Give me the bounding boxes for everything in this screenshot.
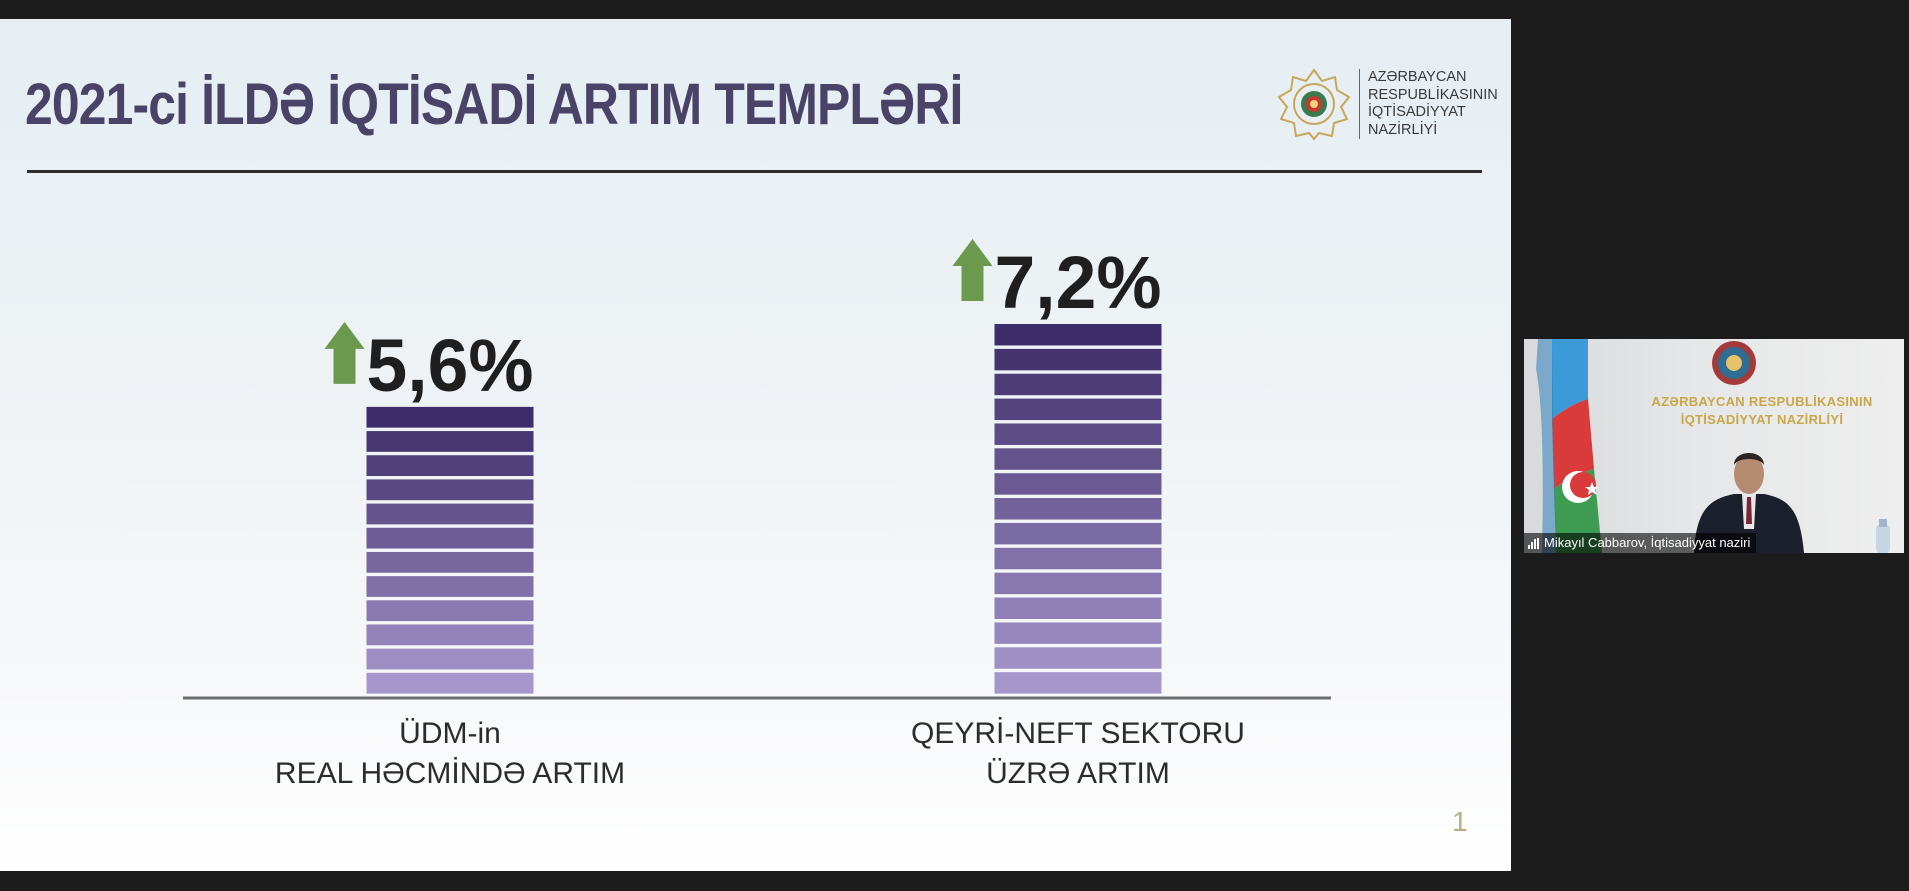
category-label-gdp: ÜDM-in REAL HƏCMİNDƏ ARTIM — [200, 714, 700, 794]
ministry-name-line: RESPUBLİKASININ — [1368, 86, 1498, 103]
azerbaijan-flag-icon — [1536, 339, 1602, 553]
bar-segment — [366, 431, 534, 452]
category-label-line: REAL HƏCMİNDƏ ARTIM — [274, 757, 626, 790]
signal-strength-icon — [1528, 537, 1539, 549]
wall-sign-line: AZƏRBAYCAN RESPUBLİKASININ — [1651, 394, 1873, 409]
ministry-name-line: İQTİSADİYYAT — [1368, 104, 1466, 120]
bar — [994, 324, 1162, 694]
bar-segment — [994, 423, 1162, 445]
bar-segment — [994, 572, 1162, 595]
bar-segment — [994, 597, 1162, 619]
page-number: 1 — [1452, 806, 1468, 837]
water-bottle — [1876, 519, 1890, 553]
bar-segment — [366, 624, 534, 646]
category-label-non-oil: QEYRİ-NEFT SEKTORU ÜZRƏ ARTIM — [828, 714, 1328, 794]
ministry-name: AZƏRBAYCAN RESPUBLİKASININ İQTİSADİYYAT … — [1368, 69, 1498, 139]
logo-divider — [1359, 69, 1360, 139]
bar-segment — [366, 600, 534, 622]
category-label-line: ÜZRƏ ARTIM — [986, 757, 1170, 790]
bar-segment — [366, 406, 534, 428]
participant-name-caption: Mikayıl Cabbarov, İqtisadiyyat naziri — [1524, 533, 1757, 553]
bar-segment — [994, 398, 1162, 421]
bar-segment — [366, 672, 534, 694]
azerbaijan-emblem-icon — [1277, 68, 1351, 141]
bar-segment — [994, 324, 1162, 346]
slide-title: 2021-ci İLDƏ İQTİSADİ ARTIM TEMPLƏRİ — [25, 72, 963, 137]
bar-segment — [366, 503, 534, 525]
ministry-name-line: AZƏRBAYCAN — [1368, 69, 1467, 85]
bar-segment — [994, 647, 1162, 669]
wall-sign-line: İQTİSADİYYAT NAZİRLİYİ — [1680, 412, 1844, 427]
arrow-up-icon — [952, 239, 993, 301]
wall-sign: AZƏRBAYCAN RESPUBLİKASININ İQTİSADİYYAT … — [1642, 393, 1882, 429]
arrow-up-icon — [324, 321, 365, 384]
participant-name: Mikayıl Cabbarov, İqtisadiyyat naziri — [1544, 535, 1751, 550]
bar-segment — [366, 576, 534, 597]
category-label-line: ÜDM-in — [399, 717, 501, 750]
presentation-slide: 2021-ci İLDƏ İQTİSADİ ARTIM TEMPLƏRİ AZƏ… — [0, 19, 1511, 871]
bar-segment — [994, 522, 1162, 545]
bar-segment — [366, 527, 534, 549]
bar-segment — [994, 348, 1162, 371]
bar-segment — [366, 455, 534, 477]
value-label: 7,2% — [995, 241, 1162, 324]
bar-segment — [994, 498, 1162, 520]
bar-segment — [994, 473, 1162, 495]
participant-video-feed — [1536, 339, 1890, 553]
wall-emblem-icon — [1712, 341, 1756, 385]
bar-segment — [994, 622, 1162, 644]
bar-segment — [366, 648, 534, 670]
participant-video-tile[interactable]: AZƏRBAYCAN RESPUBLİKASININ İQTİSADİYYAT … — [1524, 339, 1904, 553]
bar-segment — [994, 373, 1162, 396]
bar-segment — [994, 672, 1162, 694]
title-divider — [27, 170, 1482, 173]
bar-segment — [994, 547, 1162, 570]
bar-segment — [994, 448, 1162, 470]
growth-bar-chart: 5,6% 7,2% — [183, 239, 1331, 700]
bar — [366, 406, 534, 694]
bar-segment — [366, 551, 534, 573]
value-label: 5,6% — [367, 324, 534, 407]
bar-segment — [366, 479, 534, 501]
category-label-line: QEYRİ-NEFT SEKTORU — [911, 717, 1245, 750]
ministry-name-line: NAZİRLİYİ — [1368, 121, 1438, 138]
